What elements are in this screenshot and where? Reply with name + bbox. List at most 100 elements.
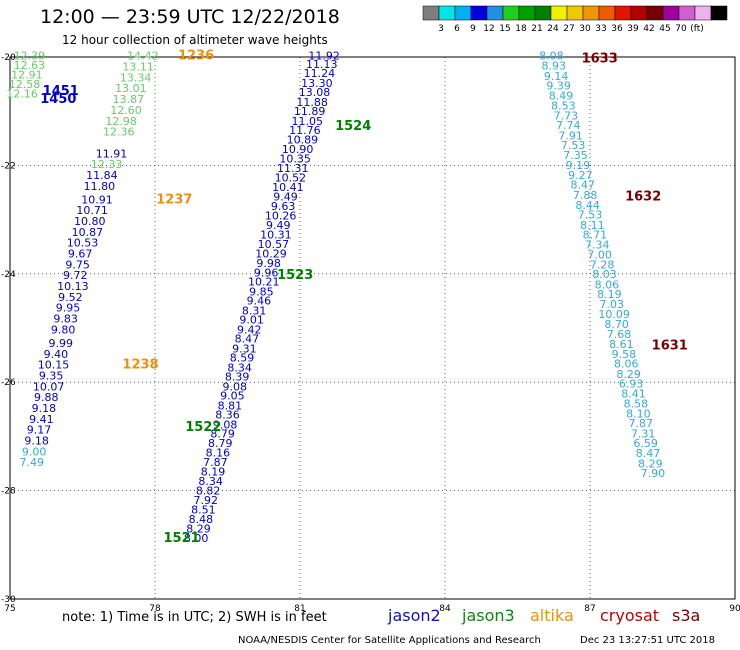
colorbar-swatch: [598, 5, 616, 21]
wave-height-value: 8.48: [189, 513, 214, 526]
colorbar-swatch: [710, 5, 728, 21]
color-scale-bar: 3 6 9 12 15 18 21 24 27 30 33 36 39 42 45 70 (ft): [422, 5, 728, 34]
colorbar-label: 70: [675, 24, 687, 34]
wave-height-value: 8.82: [196, 484, 221, 497]
colorbar-swatch: [630, 5, 648, 21]
wave-height-value: 9.75: [65, 258, 90, 271]
wave-height-value: 7.35: [563, 149, 588, 162]
colorbar-label: 6: [454, 24, 460, 34]
wave-height-value: 9.99: [49, 337, 74, 350]
colorbar-swatch: [678, 5, 696, 21]
wave-height-value: 8.79: [208, 437, 233, 450]
wave-height-value: 8.71: [583, 229, 608, 242]
x-tick-label: 84: [439, 604, 451, 614]
wave-height-value: 13.01: [115, 82, 147, 95]
colorbar-label: 39: [627, 24, 639, 34]
wave-height-value: 9.00: [22, 445, 47, 458]
wave-height-value: 11.76: [289, 124, 321, 137]
colorbar-label: 45: [659, 24, 670, 34]
colorbar-swatch: [646, 5, 664, 21]
wave-height-value: 9.95: [56, 302, 81, 315]
wave-height-value: 8.59: [230, 352, 255, 365]
wave-height-value: 9.52: [58, 291, 83, 304]
wave-height-value: 10.52: [275, 172, 307, 185]
wave-height-value: 8.06: [614, 358, 639, 371]
colorbar-swatch: [438, 5, 456, 21]
x-tick-label: 87: [584, 604, 595, 614]
pass-time-label: 1523: [277, 268, 313, 283]
wave-height-value: 8.58: [624, 398, 649, 411]
wave-height-value: 8.00: [184, 532, 209, 545]
wave-height-value: 10.21: [248, 276, 280, 289]
wave-height-value: 9.88: [34, 391, 59, 404]
wave-height-value: 8.31: [242, 304, 267, 317]
x-tick-label: 90: [729, 604, 740, 614]
satellite-legend-altika: altika: [530, 606, 574, 625]
pass-time-label: 1451: [43, 84, 79, 99]
y-tick-label: -26: [1, 378, 16, 388]
wave-height-value: 8.34: [227, 361, 252, 374]
wave-height-value: 9.67: [68, 248, 93, 261]
colorbar-swatch: [582, 5, 600, 21]
wave-height-value: 9.01: [239, 314, 264, 327]
wave-height-value: 7.53: [578, 209, 603, 222]
wave-height-value: 6.93: [619, 378, 644, 391]
wave-height-value: 9.19: [566, 159, 591, 172]
colorbar-label: 12: [483, 24, 494, 34]
wave-height-value: 8.61: [609, 338, 634, 351]
pass-time-label: 1521: [163, 531, 199, 546]
y-tick-label: -24: [1, 270, 16, 280]
wave-height-value: 8.03: [592, 268, 617, 281]
wave-height-value: 9.40: [44, 348, 69, 361]
wave-height-value: 9.63: [271, 200, 296, 213]
colorbar-label: 18: [515, 24, 527, 34]
satellite-legend-cryosat: cryosat: [600, 606, 660, 625]
wave-height-value: 12.60: [110, 104, 142, 117]
wave-height-value: 12.16: [6, 88, 38, 101]
wave-height-value: 8.16: [206, 446, 231, 459]
wave-height-value: 10.29: [255, 248, 287, 261]
wave-height-value: 7.92: [194, 494, 219, 507]
wave-height-value: 8.53: [551, 100, 576, 113]
wave-height-value: 12.63: [14, 59, 46, 72]
wave-height-value: 9.08: [223, 380, 248, 393]
wave-height-value: 9.31: [232, 342, 257, 355]
colorbar-swatch: [566, 5, 584, 21]
wave-height-value: 7.87: [629, 417, 654, 430]
wave-height-value: 7.53: [561, 139, 586, 152]
colorbar-swatch: [534, 5, 552, 21]
colorbar-label: 15: [499, 24, 510, 34]
wave-height-value: 14.42: [127, 50, 159, 63]
wave-height-value: 12.36: [103, 126, 135, 139]
y-tick-label: -30: [1, 595, 16, 605]
wave-height-value: 10.89: [287, 134, 319, 147]
wave-height-value: 10.13: [57, 280, 89, 293]
wave-height-value: 10.15: [38, 359, 70, 372]
satellite-legend-jason3: jason3: [462, 606, 515, 625]
wave-height-value: 9.49: [266, 219, 291, 232]
wave-height-value: 7.74: [556, 119, 581, 132]
colorbar-label: 36: [611, 24, 623, 34]
wave-height-value: 8.11: [580, 219, 605, 232]
colorbar-label: 27: [563, 24, 574, 34]
wave-height-value: 9.96: [254, 267, 279, 280]
pass-time-label: 1450: [40, 92, 76, 107]
wave-height-value: 11.84: [86, 169, 118, 182]
wave-height-value: 12.58: [9, 78, 41, 91]
wave-height-value: 8.29: [186, 522, 211, 535]
wave-height-value: 9.85: [249, 285, 274, 298]
colorbar-swatch: [454, 5, 472, 21]
wave-height-value: 13.08: [299, 86, 331, 99]
wave-height-value: 8.51: [191, 503, 216, 516]
wave-height-value: 13.11: [122, 61, 154, 74]
plot-frame: [9, 56, 736, 600]
wave-height-value: 8.47: [571, 179, 596, 192]
wave-height-value: 9.27: [568, 169, 593, 182]
wave-height-value: 10.80: [74, 215, 106, 228]
wave-height-value: 7.87: [203, 456, 228, 469]
colorbar-swatch: [662, 5, 680, 21]
wave-height-value: 9.46: [247, 295, 272, 308]
wave-height-value: 11.05: [292, 115, 324, 128]
